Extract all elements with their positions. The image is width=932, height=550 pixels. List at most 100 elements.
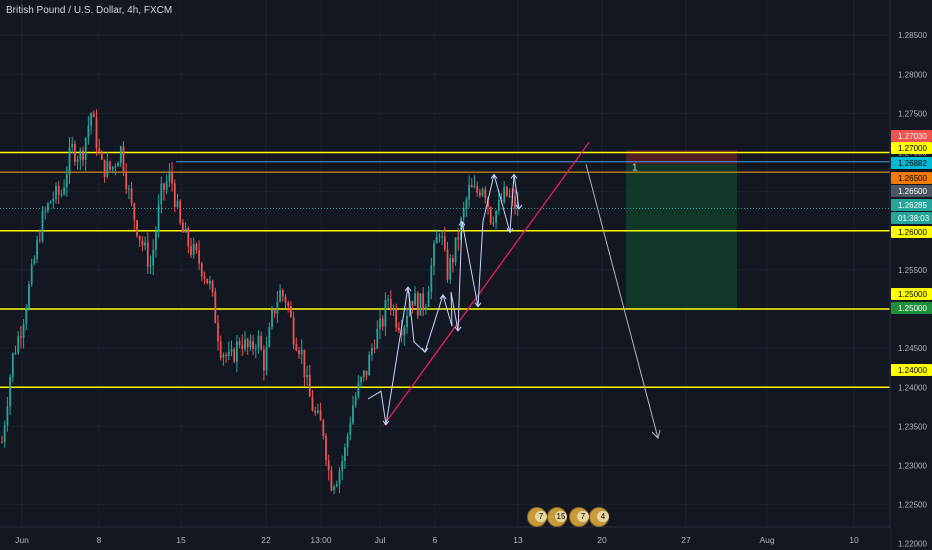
candle-body: [1, 442, 3, 444]
candle-body: [506, 186, 508, 196]
ascending-trendline: [383, 142, 590, 426]
candle-body: [57, 185, 60, 195]
candle-body: [109, 161, 111, 170]
candle-body: [400, 330, 403, 336]
candle-body: [79, 150, 82, 160]
price-label-text: 1.25000: [898, 304, 927, 313]
candle-body: [30, 263, 33, 285]
candle-body: [419, 293, 422, 316]
flag-icon[interactable]: 7: [569, 507, 589, 527]
candle-body: [406, 315, 408, 328]
candle-body: [465, 199, 468, 209]
candle-body: [414, 293, 416, 306]
candle-body: [238, 341, 241, 345]
candle-body: [403, 327, 406, 336]
candle-body: [82, 150, 84, 160]
heart-icon[interactable]: 15: [547, 507, 567, 527]
price-label-text: 01:38:03: [898, 214, 930, 223]
candle-body: [3, 425, 6, 443]
candle-body: [152, 249, 155, 266]
x-tick-label: 27: [681, 535, 691, 545]
candle-body: [101, 152, 103, 160]
candle-body: [22, 323, 25, 338]
candle-body: [433, 243, 435, 266]
candle-body: [173, 183, 176, 207]
reaction-count: 7: [577, 511, 589, 522]
candle-body: [373, 348, 376, 350]
candle-body: [438, 236, 441, 238]
candle-body: [71, 143, 74, 148]
price-label-box: [891, 142, 932, 154]
candle-body: [95, 117, 98, 149]
candle-body: [236, 341, 238, 362]
wave-arrow-head: [382, 420, 390, 426]
candle-body: [308, 375, 311, 397]
candle-body: [233, 349, 236, 362]
wave-arrow-head: [506, 228, 514, 234]
candle-body: [257, 335, 260, 348]
stop-loss-zone: [626, 150, 737, 165]
candle-body: [119, 146, 122, 163]
candle-body: [376, 328, 379, 349]
candle-body: [476, 186, 479, 193]
candle-body: [317, 410, 319, 413]
candle-body: [454, 237, 457, 263]
wave-path: [367, 174, 520, 425]
candle-body: [508, 195, 511, 197]
candle-body: [481, 189, 484, 196]
candle-body: [98, 148, 101, 153]
candle-body: [457, 237, 460, 240]
y-tick-label: 1.22000: [898, 540, 927, 549]
fire-icon[interactable]: 4: [589, 507, 609, 527]
candle-body: [422, 293, 425, 310]
candle-body: [47, 203, 49, 211]
wave-arrow-head: [421, 347, 429, 353]
candle-body: [214, 292, 217, 324]
wave-arrow-head: [490, 173, 498, 179]
candle-body: [516, 201, 519, 209]
candle-body: [230, 349, 233, 352]
wave-arrow-head: [474, 302, 482, 308]
candle-body: [74, 143, 76, 162]
candle-body: [157, 204, 160, 232]
x-tick-label: Aug: [759, 535, 774, 545]
candle-body: [55, 185, 57, 200]
reaction-count: 7: [535, 511, 547, 522]
candle-body: [44, 210, 47, 212]
candle-body: [389, 299, 392, 310]
candle-body: [352, 405, 354, 424]
price-label-text: 1.25000: [898, 290, 927, 299]
x-tick-label: 13: [513, 535, 523, 545]
forecast-arrow-head: [651, 430, 661, 440]
rocket-icon[interactable]: 7: [527, 507, 547, 527]
price-label-box: [891, 226, 932, 238]
candle-body: [141, 240, 144, 246]
candle-body: [106, 161, 109, 177]
candle-body: [344, 447, 346, 461]
wave-arrow-head: [515, 204, 523, 210]
candle-body: [182, 222, 184, 233]
candle-body: [346, 435, 349, 448]
candle-body: [225, 354, 227, 357]
candle-body: [195, 244, 198, 251]
candle-body: [371, 348, 373, 355]
candle-body: [492, 222, 495, 224]
price-label-box: [891, 288, 932, 300]
candle-body: [200, 263, 203, 277]
price-label-box: [891, 212, 932, 224]
candle-body: [408, 300, 411, 316]
emoji-reactions[interactable]: 7 15 7 4: [527, 507, 609, 527]
reaction-count: 4: [597, 511, 609, 522]
candle-body: [176, 201, 179, 207]
candle-body: [65, 174, 68, 188]
candle-body: [430, 265, 433, 292]
position-label: 1: [632, 162, 638, 173]
y-tick-label: 1.23000: [898, 462, 927, 471]
candle-body: [360, 377, 362, 383]
y-tick-label: 1.23500: [898, 422, 927, 431]
candle-body: [319, 410, 322, 421]
candle-body: [138, 235, 141, 241]
candle-body: [470, 184, 473, 188]
candle-body: [314, 410, 317, 413]
